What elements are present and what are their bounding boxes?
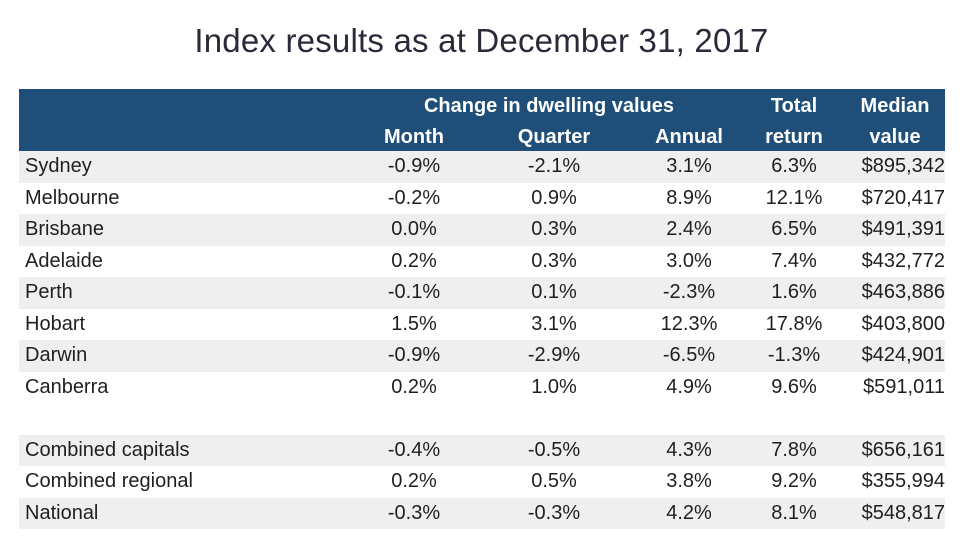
header-median-line1: Median	[860, 95, 930, 117]
cell-region: Brisbane	[25, 218, 104, 240]
cell-median-value: $355,994	[861, 470, 945, 492]
header-change-group: Change in dwelling values	[423, 95, 675, 117]
cell-quarter: -2.1%	[527, 155, 581, 177]
table-row: Hobart 1.5% 3.1% 12.3% 17.8% $403,800	[19, 309, 945, 341]
cell-annual: 3.8%	[666, 470, 712, 492]
cell-quarter: -0.3%	[527, 501, 581, 524]
cell-quarter: 0.3%	[531, 218, 577, 240]
cell-annual: 4.3%	[666, 438, 712, 461]
table-row: Darwin -0.9% -2.9% -6.5% -1.3% $424,901	[19, 340, 945, 372]
cell-median-value: $548,817	[861, 501, 945, 524]
cell-median-value: $424,901	[861, 344, 945, 366]
cell-total-return: 7.4%	[771, 249, 817, 272]
cell-quarter: -2.9%	[527, 344, 581, 366]
cell-total-return: -1.3%	[767, 344, 821, 366]
cell-total-return: 9.6%	[771, 375, 817, 398]
header-median-line2: value	[869, 126, 921, 148]
table-row: National -0.3% -0.3% 4.2% 8.1% $548,817	[19, 497, 945, 529]
cell-median-value: $656,161	[861, 438, 945, 461]
cell-total-return: 17.8%	[765, 312, 823, 335]
cell-month: 0.0%	[391, 218, 437, 240]
table-row: Canberra 0.2% 1.0% 4.9% 9.6% $591,011	[19, 372, 945, 404]
table-row: Brisbane 0.0% 0.3% 2.4% 6.5% $491,391	[19, 214, 945, 246]
cell-median-value: $403,800	[861, 312, 945, 335]
cell-total-return: 9.2%	[771, 470, 817, 492]
index-results-table: Change in dwelling values Month Quarter …	[19, 89, 945, 529]
cell-region: Hobart	[25, 312, 86, 335]
cell-month: 0.2%	[391, 470, 437, 492]
cell-month: -0.1%	[387, 281, 441, 303]
cell-total-return: 12.1%	[765, 186, 823, 209]
cell-month: -0.4%	[387, 438, 441, 461]
cell-region: Canberra	[25, 375, 109, 398]
cell-total-return: 1.6%	[771, 281, 817, 303]
table-title: Index results as at December 31, 2017	[194, 22, 769, 59]
cell-quarter: 0.1%	[531, 281, 577, 303]
cell-quarter: 3.1%	[531, 312, 577, 335]
cell-median-value: $491,391	[861, 218, 945, 240]
table-row: Sydney -0.9% -2.1% 3.1% 6.3% $895,342	[19, 151, 945, 183]
cell-total-return: 7.8%	[771, 438, 817, 461]
cell-region: Sydney	[25, 155, 92, 177]
table-header: Change in dwelling values Month Quarter …	[19, 89, 945, 151]
cell-quarter: 1.0%	[531, 375, 577, 398]
cell-region: Darwin	[25, 344, 88, 366]
cell-month: 0.2%	[391, 249, 437, 272]
cell-annual: -2.3%	[662, 281, 716, 303]
cell-annual: -6.5%	[662, 344, 716, 366]
cell-annual: 12.3%	[660, 312, 718, 335]
cell-annual: 4.2%	[666, 501, 712, 524]
cell-quarter: 0.9%	[531, 186, 577, 209]
cell-quarter: -0.5%	[527, 438, 581, 461]
cell-total-return: 6.3%	[771, 155, 817, 177]
cell-month: 0.2%	[391, 375, 437, 398]
cell-region: Adelaide	[25, 249, 103, 272]
cell-region: Perth	[25, 281, 73, 303]
cell-region: Combined capitals	[25, 438, 190, 461]
header-quarter: Quarter	[517, 126, 591, 148]
cell-region: Melbourne	[25, 186, 120, 209]
cell-region: National	[25, 501, 99, 524]
table-row: Adelaide 0.2% 0.3% 3.0% 7.4% $432,772	[19, 246, 945, 278]
table-row: Combined capitals -0.4% -0.5% 4.3% 7.8% $656,…	[19, 434, 945, 466]
cell-annual: 4.9%	[666, 375, 712, 398]
table-row: Combined regional 0.2% 0.5% 3.8% 9.2% $355,99…	[19, 466, 945, 498]
table-body: Sydney -0.9% -2.1% 3.1% 6.3% $895,342 Melbourn…	[19, 151, 945, 529]
cell-median-value: $463,886	[861, 281, 945, 303]
cell-quarter: 0.5%	[531, 470, 577, 492]
header-total-line1: Total	[770, 95, 818, 117]
cell-region: Combined regional	[25, 470, 193, 492]
cell-month: -0.9%	[387, 344, 441, 366]
cell-annual: 8.9%	[666, 186, 712, 209]
cell-month: -0.2%	[387, 186, 441, 209]
cell-median-value: $432,772	[861, 249, 945, 272]
table-row: Melbourne -0.2% 0.9% 8.9% 12.1% $720,417	[19, 183, 945, 215]
cell-month: 1.5%	[391, 312, 437, 335]
cell-quarter: 0.3%	[531, 249, 577, 272]
cell-annual: 3.0%	[666, 249, 712, 272]
cell-median-value: $895,342	[861, 155, 945, 177]
header-month: Month	[384, 126, 444, 148]
section-spacer	[19, 403, 945, 435]
cell-annual: 3.1%	[666, 155, 712, 177]
table-row: Perth -0.1% 0.1% -2.3% 1.6% $463,886	[19, 277, 945, 309]
cell-total-return: 8.1%	[771, 501, 817, 524]
header-annual: Annual	[655, 126, 723, 148]
cell-median-value: $591,011	[863, 375, 945, 398]
cell-total-return: 6.5%	[771, 218, 817, 240]
cell-month: -0.9%	[387, 155, 441, 177]
cell-annual: 2.4%	[666, 218, 712, 240]
cell-month: -0.3%	[387, 501, 441, 524]
header-total-line2: return	[765, 126, 823, 148]
cell-median-value: $720,417	[861, 186, 945, 209]
